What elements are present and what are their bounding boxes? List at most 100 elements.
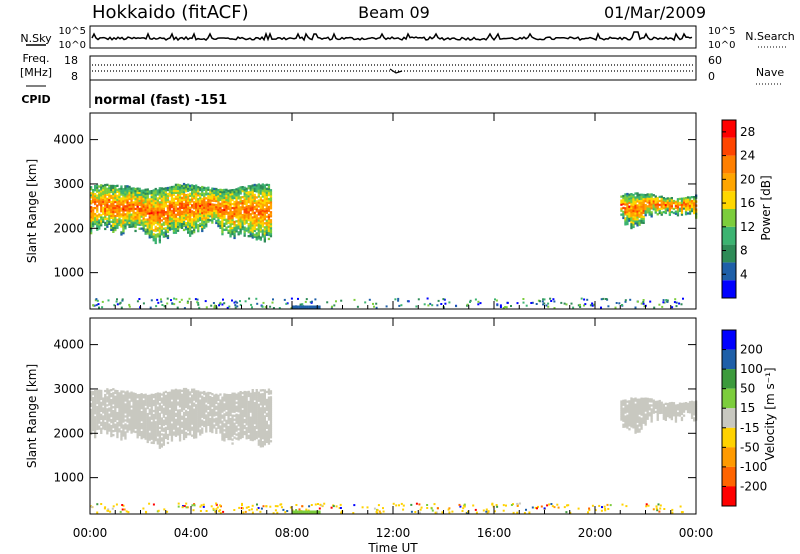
data-cell (126, 404, 129, 407)
data-cell (98, 306, 100, 309)
data-cell (187, 417, 190, 420)
data-cell (650, 215, 653, 218)
data-cell (570, 302, 573, 305)
data-cell (110, 411, 113, 414)
data-cell (96, 226, 99, 229)
data-cell (108, 208, 111, 211)
data-cell (106, 193, 109, 196)
data-cell (144, 196, 147, 199)
data-cell (229, 209, 232, 212)
data-cell (114, 413, 117, 416)
data-cell (172, 423, 176, 426)
data-cell (120, 408, 123, 411)
data-cell (180, 429, 184, 432)
data-cell (652, 198, 655, 201)
data-cell (156, 422, 159, 425)
data-cell (245, 417, 248, 420)
data-cell (638, 420, 641, 423)
data-cell (221, 205, 224, 208)
data-cell (239, 420, 242, 424)
data-cell (237, 209, 240, 212)
data-cell (128, 406, 131, 409)
data-cell (636, 214, 639, 217)
data-cell (211, 213, 214, 216)
data-cell (229, 199, 232, 202)
data-cell (269, 227, 273, 230)
data-cell (229, 395, 232, 399)
data-cell (265, 225, 268, 228)
data-cell (652, 194, 655, 197)
data-cell (132, 191, 135, 194)
data-cell (213, 215, 216, 218)
data-cell (632, 197, 635, 201)
data-cell (120, 199, 123, 202)
data-cell (90, 232, 93, 235)
data-cell (219, 196, 222, 199)
data-cell (257, 405, 260, 408)
data-cell (180, 184, 184, 188)
data-cell (197, 428, 200, 431)
data-cell (676, 206, 680, 209)
data-cell (205, 428, 208, 431)
data-cell (209, 215, 212, 218)
data-cell (168, 421, 172, 424)
data-cell (229, 235, 232, 238)
data-cell (567, 504, 570, 507)
data-cell (118, 418, 121, 421)
data-cell (180, 192, 184, 196)
data-cell (626, 410, 629, 413)
data-cell (267, 201, 271, 205)
data-cell (231, 422, 234, 425)
data-cell (199, 212, 202, 216)
data-cell (172, 227, 176, 230)
data-cell (166, 220, 170, 224)
data-cell (195, 224, 198, 227)
data-cell (219, 214, 222, 217)
data-cell (231, 408, 234, 411)
data-cell (217, 214, 220, 218)
data-cell (96, 411, 99, 415)
data-cell (630, 415, 633, 418)
data-cell (670, 207, 673, 210)
data-cell (128, 209, 131, 213)
data-cell (263, 222, 266, 225)
data-cell (644, 419, 647, 422)
data-cell (174, 430, 178, 433)
data-cell (166, 415, 170, 419)
data-cell (182, 186, 186, 190)
data-cell (116, 208, 119, 211)
data-cell (441, 511, 444, 514)
data-cell (552, 298, 555, 301)
data-cell (253, 404, 256, 407)
data-cell (262, 505, 265, 508)
data-cell (98, 407, 101, 410)
data-cell (638, 221, 641, 224)
data-cell (690, 203, 694, 207)
data-cell (172, 433, 176, 436)
data-cell (126, 430, 129, 433)
data-cell (110, 395, 113, 398)
data-cell (682, 205, 686, 208)
data-cell (102, 194, 105, 198)
data-cell (265, 193, 268, 196)
data-cell (207, 204, 210, 207)
data-cell (640, 201, 643, 204)
data-cell (263, 417, 266, 420)
data-cell (634, 206, 637, 209)
data-cell (239, 190, 242, 193)
data-cell (257, 425, 260, 428)
data-cell (180, 190, 184, 194)
data-cell (265, 197, 268, 200)
data-cell (96, 427, 99, 431)
data-cell (227, 427, 230, 431)
data-cell (261, 185, 264, 188)
data-cell (239, 224, 242, 227)
data-cell (223, 204, 226, 207)
data-cell (607, 305, 610, 308)
data-cell (138, 195, 141, 198)
data-cell (126, 197, 129, 200)
data-cell (269, 404, 273, 407)
data-cell (642, 302, 645, 305)
data-cell (217, 208, 220, 212)
data-cell (269, 195, 273, 198)
